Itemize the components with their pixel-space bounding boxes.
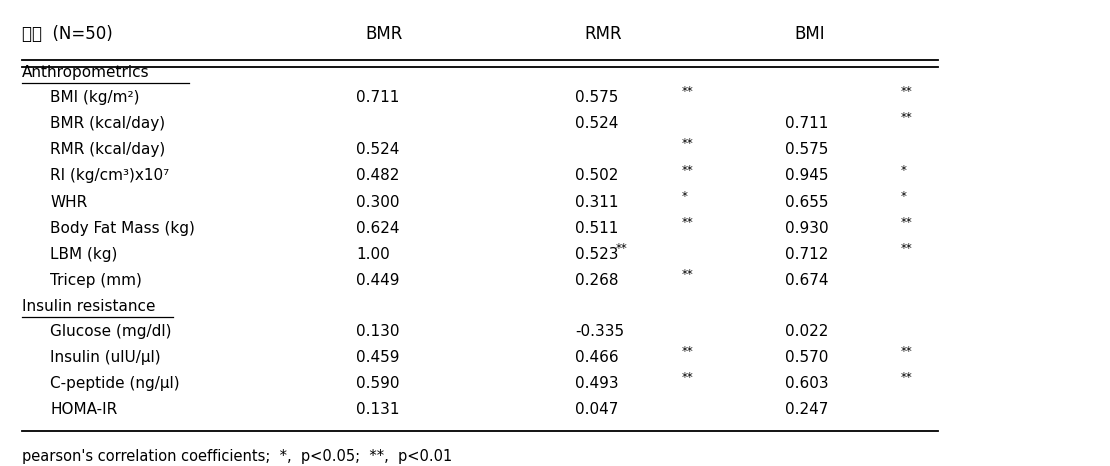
Text: 0.449: 0.449 (356, 273, 400, 288)
Text: 0.523: 0.523 (575, 247, 618, 262)
Text: Glucose (mg/dl): Glucose (mg/dl) (50, 324, 172, 339)
Text: **: ** (900, 111, 912, 124)
Text: **: ** (682, 164, 693, 177)
Text: **: ** (900, 242, 912, 255)
Text: 0.047: 0.047 (575, 402, 618, 418)
Text: Anthropometrics: Anthropometrics (22, 65, 150, 80)
Text: RI (kg/cm³)x10⁷: RI (kg/cm³)x10⁷ (50, 168, 170, 184)
Text: pearson's correlation coefficients;  *,  p<0.05;  **,  p<0.01: pearson's correlation coefficients; *, p… (22, 449, 452, 464)
Text: **: ** (682, 268, 693, 281)
Text: 0.603: 0.603 (785, 376, 829, 391)
Text: 0.493: 0.493 (575, 376, 619, 391)
Text: BMR: BMR (365, 25, 403, 43)
Text: 0.482: 0.482 (356, 168, 400, 184)
Text: 0.131: 0.131 (356, 402, 400, 418)
Text: *: * (900, 164, 907, 177)
Text: **: ** (900, 85, 912, 98)
Text: 0.712: 0.712 (785, 247, 828, 262)
Text: 0.502: 0.502 (575, 168, 618, 184)
Text: **: ** (682, 371, 693, 384)
Text: 0.268: 0.268 (575, 273, 618, 288)
Text: 변수  (N=50): 변수 (N=50) (22, 25, 112, 43)
Text: -0.335: -0.335 (575, 324, 625, 339)
Text: 0.524: 0.524 (575, 116, 618, 131)
Text: **: ** (616, 242, 628, 255)
Text: C-peptide (ng/μl): C-peptide (ng/μl) (50, 376, 180, 391)
Text: 0.711: 0.711 (356, 90, 400, 105)
Text: **: ** (682, 85, 693, 98)
Text: 0.459: 0.459 (356, 350, 400, 365)
Text: *: * (900, 190, 907, 203)
Text: Body Fat Mass (kg): Body Fat Mass (kg) (50, 221, 195, 236)
Text: BMI (kg/m²): BMI (kg/m²) (50, 90, 140, 105)
Text: 0.624: 0.624 (356, 221, 400, 236)
Text: 0.524: 0.524 (356, 142, 400, 157)
Text: LBM (kg): LBM (kg) (50, 247, 118, 262)
Text: **: ** (900, 345, 912, 358)
Text: **: ** (682, 216, 693, 229)
Text: 0.575: 0.575 (785, 142, 828, 157)
Text: RMR: RMR (585, 25, 623, 43)
Text: *: * (682, 190, 687, 203)
Text: 1.00: 1.00 (356, 247, 390, 262)
Text: 0.575: 0.575 (575, 90, 618, 105)
Text: Insulin (ulU/μl): Insulin (ulU/μl) (50, 350, 161, 365)
Text: WHR: WHR (50, 194, 88, 210)
Text: 0.130: 0.130 (356, 324, 400, 339)
Text: 0.300: 0.300 (356, 194, 400, 210)
Text: BMR (kcal/day): BMR (kcal/day) (50, 116, 165, 131)
Text: 0.247: 0.247 (785, 402, 828, 418)
Text: Tricep (mm): Tricep (mm) (50, 273, 142, 288)
Text: RMR (kcal/day): RMR (kcal/day) (50, 142, 165, 157)
Text: **: ** (900, 371, 912, 384)
Text: 0.511: 0.511 (575, 221, 618, 236)
Text: 0.945: 0.945 (785, 168, 829, 184)
Text: 0.711: 0.711 (785, 116, 828, 131)
Text: Insulin resistance: Insulin resistance (22, 299, 155, 314)
Text: 0.930: 0.930 (785, 221, 829, 236)
Text: 0.655: 0.655 (785, 194, 829, 210)
Text: **: ** (682, 137, 693, 151)
Text: 0.466: 0.466 (575, 350, 619, 365)
Text: 0.674: 0.674 (785, 273, 829, 288)
Text: 0.590: 0.590 (356, 376, 400, 391)
Text: **: ** (900, 216, 912, 229)
Text: 0.570: 0.570 (785, 350, 828, 365)
Text: **: ** (682, 345, 693, 358)
Text: BMI: BMI (795, 25, 826, 43)
Text: 0.311: 0.311 (575, 194, 618, 210)
Text: 0.022: 0.022 (785, 324, 828, 339)
Text: HOMA-IR: HOMA-IR (50, 402, 118, 418)
